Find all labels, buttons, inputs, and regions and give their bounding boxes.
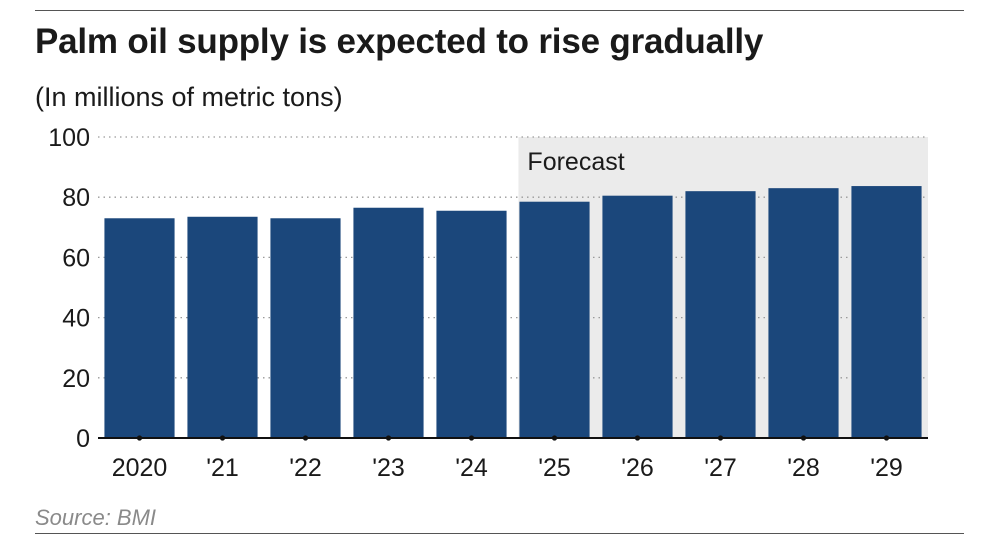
source-note: Source: BMI (35, 505, 157, 530)
top-rule (35, 10, 964, 11)
x-tick-mark-8 (800, 435, 807, 441)
x-tick-mark-0 (136, 435, 143, 441)
chart-subtitle: (In millions of metric tons) (35, 82, 343, 112)
x-tick-label-5: '25 (538, 454, 571, 482)
x-tick-mark-3 (385, 435, 392, 441)
x-tick-mark-9 (883, 435, 890, 441)
bar-0 (104, 218, 175, 438)
x-tick-label-3: '23 (372, 454, 405, 482)
bar-1 (187, 216, 258, 438)
x-tick-label-0: 2020 (112, 454, 168, 482)
x-tick-mark-5 (551, 435, 558, 441)
y-tick-label-0: 0 (76, 425, 90, 453)
bar-2 (270, 218, 341, 438)
y-tick-label-100: 100 (48, 124, 90, 152)
x-tick-label-4: '24 (455, 454, 488, 482)
bar-8 (768, 188, 839, 438)
bar-9 (851, 186, 922, 438)
x-tick-mark-7 (717, 435, 724, 441)
x-tick-mark-2 (302, 435, 309, 441)
x-axis-labels: 2020 '21 '22 '23 '24 '25 '26 '27 '28 '29 (112, 435, 903, 482)
chart-title: Palm oil supply is expected to rise grad… (35, 22, 764, 61)
x-tick-mark-6 (634, 435, 641, 441)
x-tick-mark-1 (219, 435, 226, 441)
y-tick-label-20: 20 (62, 365, 90, 393)
x-tick-label-6: '26 (621, 454, 654, 482)
bar-4 (436, 210, 507, 438)
x-tick-label-1: '21 (206, 454, 239, 482)
bar-6 (602, 195, 673, 438)
bottom-rule (35, 533, 964, 534)
x-tick-label-7: '27 (704, 454, 737, 482)
y-tick-label-60: 60 (62, 244, 90, 272)
x-tick-mark-4 (468, 435, 475, 441)
bar-7 (685, 191, 756, 438)
y-axis-labels: 0 20 40 60 80 100 (48, 124, 90, 453)
x-tick-label-2: '22 (289, 454, 322, 482)
bar-3 (353, 207, 424, 438)
y-tick-label-40: 40 (62, 305, 90, 333)
x-tick-label-8: '28 (787, 454, 820, 482)
y-tick-label-80: 80 (62, 184, 90, 212)
x-tick-label-9: '29 (870, 454, 903, 482)
bars (104, 186, 922, 438)
forecast-label: Forecast (527, 148, 624, 176)
bar-5 (519, 201, 590, 438)
